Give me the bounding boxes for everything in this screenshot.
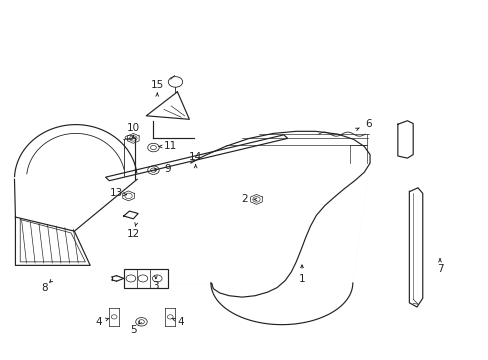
Text: 1: 1 (298, 274, 305, 284)
Text: 6: 6 (364, 118, 371, 129)
Text: 2: 2 (241, 194, 247, 204)
Text: 11: 11 (163, 141, 177, 152)
Text: 7: 7 (436, 264, 443, 274)
Text: 10: 10 (126, 123, 140, 133)
Text: 14: 14 (188, 152, 202, 162)
Text: 8: 8 (41, 283, 47, 293)
Text: 9: 9 (164, 165, 171, 174)
Text: 12: 12 (126, 229, 140, 239)
Bar (123, 269, 167, 288)
Text: 4: 4 (95, 317, 102, 327)
Text: 5: 5 (130, 325, 136, 335)
Text: 15: 15 (150, 80, 163, 90)
Text: 3: 3 (152, 281, 159, 291)
Text: 13: 13 (109, 188, 122, 198)
Text: 4: 4 (178, 317, 184, 327)
